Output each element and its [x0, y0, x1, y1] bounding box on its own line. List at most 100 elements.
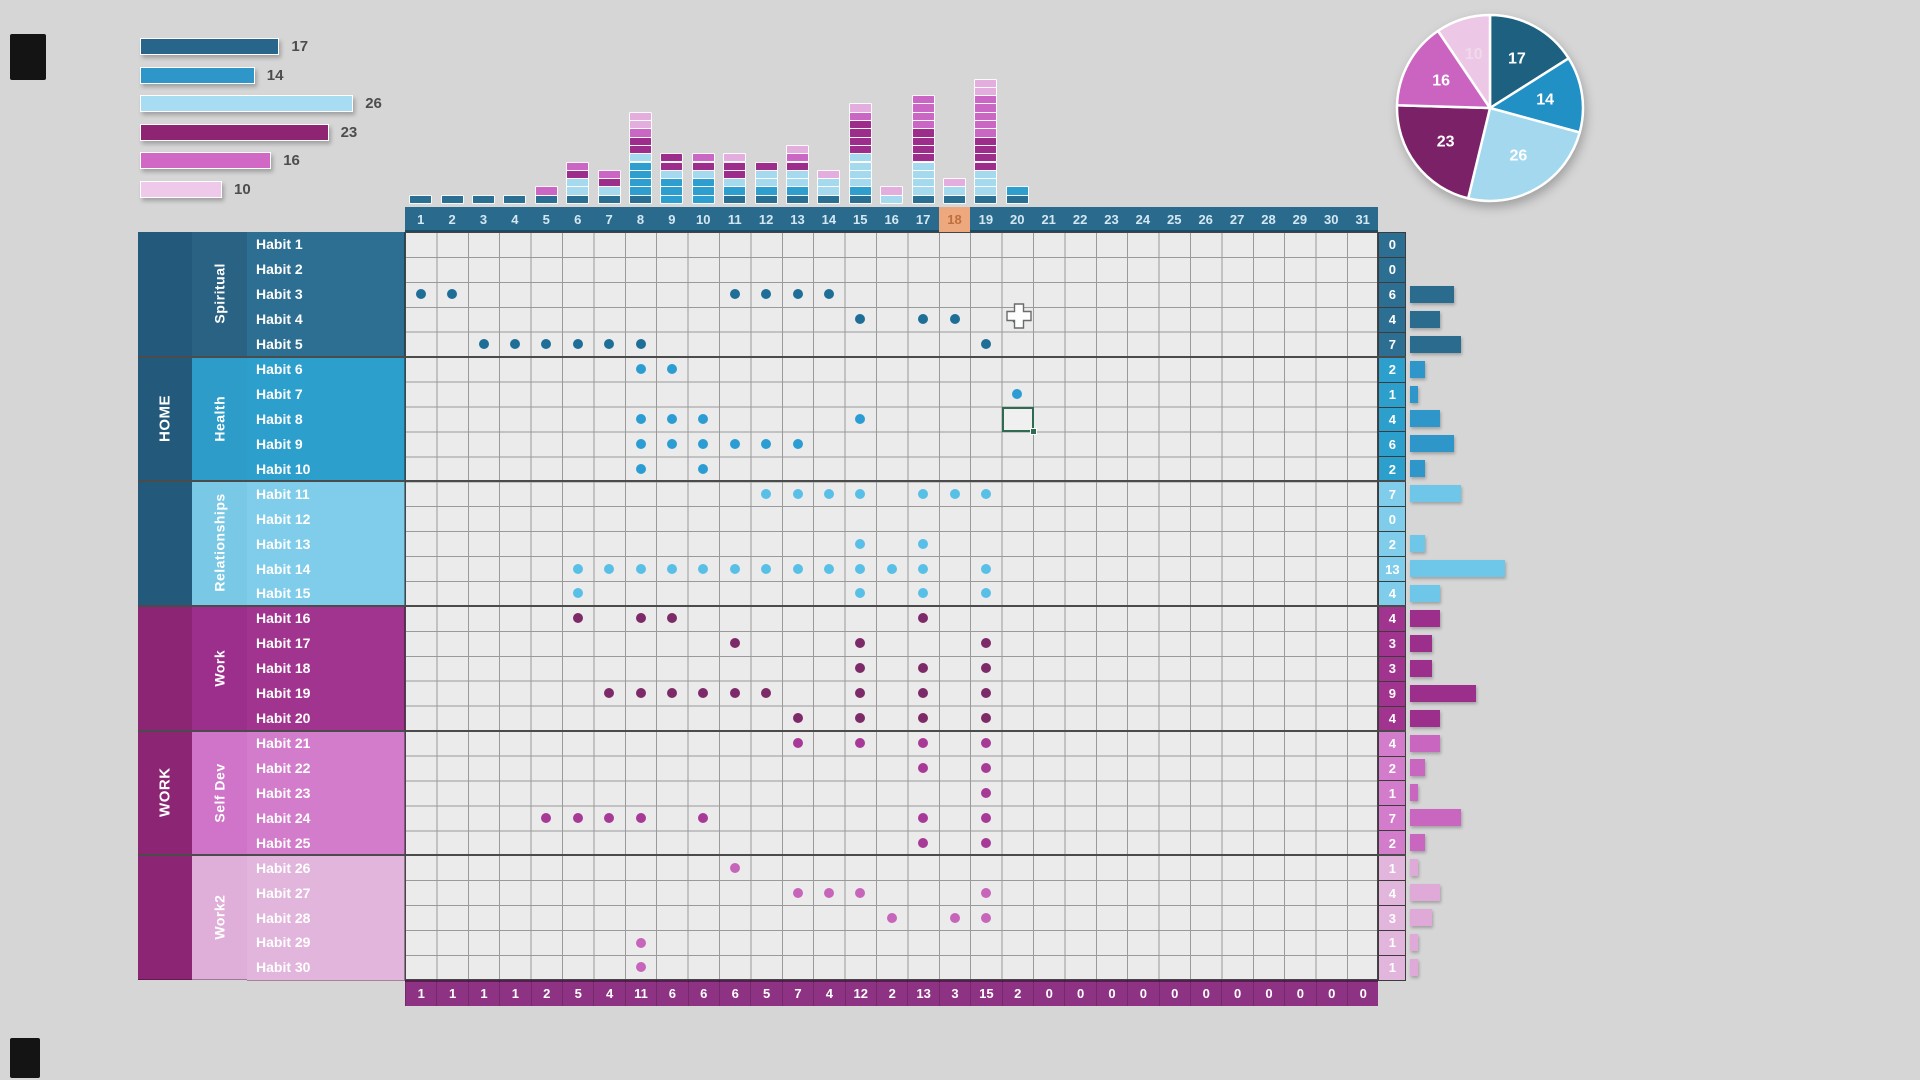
habit-dot[interactable] [918, 538, 929, 549]
day-total-cell[interactable]: 2 [876, 980, 907, 1006]
subcategory-label-work[interactable]: Work [192, 605, 247, 731]
habit-dot[interactable] [918, 588, 929, 599]
habit-dot[interactable] [980, 837, 991, 848]
habit-count-cell[interactable]: 9 [1378, 680, 1407, 707]
day-total-cell[interactable]: 3 [938, 980, 970, 1006]
habit-count-cell[interactable]: 1 [1378, 381, 1407, 408]
habit-dot[interactable] [918, 837, 929, 848]
habit-name-cell[interactable]: Habit 7 [247, 381, 405, 408]
day-total-cell[interactable]: 0 [1284, 980, 1315, 1006]
subcategory-label-self-dev[interactable]: Self Dev [192, 730, 247, 856]
habit-count-cell[interactable]: 7 [1378, 481, 1407, 508]
habit-dot[interactable] [980, 339, 991, 350]
day-total-cell[interactable]: 0 [1252, 980, 1284, 1006]
habit-name-cell[interactable]: Habit 27 [247, 880, 405, 907]
habit-dot[interactable] [980, 762, 991, 773]
habit-dot[interactable] [792, 438, 803, 449]
habit-dot[interactable] [604, 688, 615, 699]
habit-dot[interactable] [855, 538, 866, 549]
day-header-cell[interactable]: 9 [668, 212, 676, 227]
day-total-cell[interactable]: 4 [813, 980, 844, 1006]
day-total-cell[interactable]: 6 [719, 980, 750, 1006]
day-header-cell[interactable]: 18 [938, 207, 971, 232]
day-header-cell[interactable]: 21 [1041, 212, 1056, 227]
habit-dot[interactable] [698, 413, 709, 424]
habit-name-cell[interactable]: Habit 28 [247, 905, 405, 932]
habit-dot[interactable] [698, 812, 709, 823]
habit-dot[interactable] [792, 713, 803, 724]
day-header-cell[interactable]: 19 [978, 212, 994, 227]
habit-dot[interactable] [792, 563, 803, 574]
habit-dot[interactable] [666, 563, 677, 574]
habit-dot[interactable] [792, 488, 803, 499]
habit-dot[interactable] [823, 488, 834, 499]
habit-dot[interactable] [980, 912, 991, 923]
habit-dot[interactable] [855, 588, 866, 599]
habit-dot[interactable] [792, 289, 803, 300]
habit-count-cell[interactable]: 2 [1378, 755, 1407, 782]
habit-name-cell[interactable]: Habit 9 [247, 431, 405, 458]
habit-dot[interactable] [541, 339, 552, 350]
habit-count-cell[interactable]: 1 [1378, 855, 1407, 882]
habit-dot[interactable] [635, 688, 646, 699]
habit-name-cell[interactable]: Habit 20 [247, 705, 405, 732]
habit-dot[interactable] [635, 563, 646, 574]
day-total-cell[interactable]: 7 [781, 980, 813, 1006]
day-header-cell[interactable]: 30 [1324, 212, 1339, 227]
habit-dot[interactable] [886, 563, 897, 574]
habit-dot[interactable] [855, 663, 866, 674]
habit-dot[interactable] [729, 563, 740, 574]
habit-dot[interactable] [666, 613, 677, 624]
habit-name-cell[interactable]: Habit 2 [247, 256, 405, 283]
habit-dot[interactable] [980, 588, 991, 599]
habit-dot[interactable] [761, 438, 772, 449]
habit-name-cell[interactable]: Habit 17 [247, 630, 405, 657]
habit-count-cell[interactable]: 4 [1378, 730, 1407, 757]
day-header-cell[interactable]: 17 [915, 212, 931, 227]
habit-dot[interactable] [666, 438, 677, 449]
habit-name-cell[interactable]: Habit 16 [247, 605, 405, 632]
habit-dot[interactable] [918, 314, 929, 325]
habit-dot[interactable] [855, 413, 866, 424]
day-total-cell[interactable]: 11 [624, 980, 656, 1006]
habit-count-cell[interactable]: 7 [1378, 331, 1407, 358]
habit-name-cell[interactable]: Habit 10 [247, 456, 405, 483]
habit-dot[interactable] [949, 314, 960, 325]
habit-name-cell[interactable]: Habit 4 [247, 306, 405, 333]
habit-dot[interactable] [918, 563, 929, 574]
habit-dot[interactable] [635, 413, 646, 424]
group-label-home[interactable]: HOME [138, 232, 192, 606]
habit-count-cell[interactable]: 13 [1378, 556, 1407, 582]
selection-fill-handle[interactable] [1030, 428, 1037, 436]
habit-name-cell[interactable]: Habit 12 [247, 506, 405, 533]
day-header-cell[interactable]: 6 [574, 212, 582, 227]
habit-dot[interactable] [761, 488, 772, 499]
habit-dot[interactable] [761, 289, 772, 300]
habit-count-cell[interactable]: 1 [1378, 780, 1407, 807]
day-total-cell[interactable]: 0 [1127, 980, 1158, 1006]
habit-name-cell[interactable]: Habit 13 [247, 531, 405, 558]
habit-dot[interactable] [918, 688, 929, 699]
habit-dot[interactable] [949, 488, 960, 499]
habit-dot[interactable] [855, 688, 866, 699]
day-header-cell[interactable]: 16 [884, 212, 899, 227]
habit-name-cell[interactable]: Habit 24 [247, 805, 405, 832]
day-total-cell[interactable]: 1 [436, 980, 467, 1006]
day-header-cell[interactable]: 8 [636, 212, 645, 227]
habit-dot[interactable] [980, 688, 991, 699]
day-total-cell[interactable]: 6 [656, 980, 687, 1006]
day-total-cell[interactable]: 2 [530, 980, 562, 1006]
habit-dot[interactable] [980, 738, 991, 749]
habit-count-cell[interactable]: 2 [1378, 356, 1407, 383]
habit-dot[interactable] [980, 488, 991, 499]
habit-dot[interactable] [666, 364, 677, 375]
subcategory-label-health[interactable]: Health [192, 356, 247, 482]
day-header-cell[interactable]: 29 [1292, 212, 1308, 227]
habit-name-cell[interactable]: Habit 23 [247, 780, 405, 807]
habit-dot[interactable] [729, 289, 740, 300]
habit-dot[interactable] [855, 488, 866, 499]
habit-count-cell[interactable]: 4 [1378, 581, 1407, 607]
group-label-work[interactable]: WORK [138, 605, 192, 980]
habit-dot[interactable] [635, 812, 646, 823]
habit-dot[interactable] [855, 314, 866, 325]
